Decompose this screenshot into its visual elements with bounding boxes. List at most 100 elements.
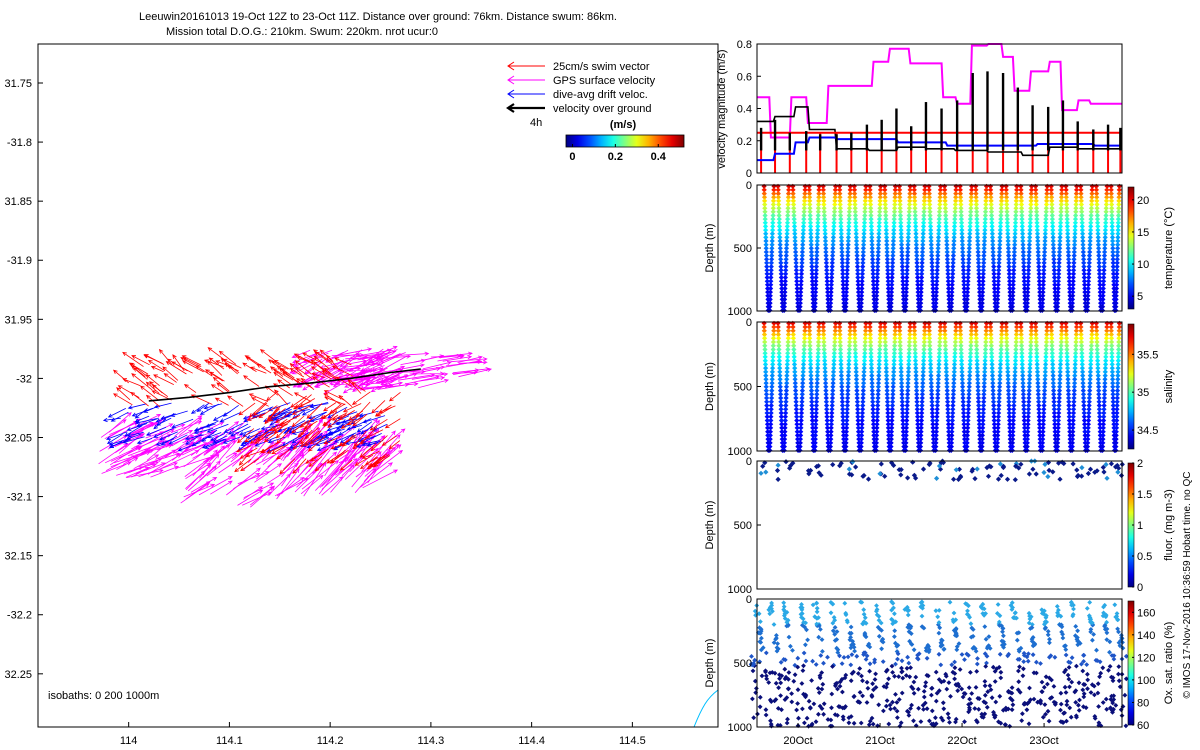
profile-point bbox=[861, 231, 867, 237]
profile-point bbox=[869, 245, 875, 251]
quiver-arrow bbox=[304, 427, 320, 440]
profile-point bbox=[870, 278, 876, 284]
profile-point bbox=[1059, 187, 1065, 193]
profile-point bbox=[840, 267, 846, 273]
profile-point bbox=[838, 216, 844, 222]
profile-point bbox=[782, 296, 788, 302]
profile-point bbox=[1021, 282, 1028, 288]
profile-point bbox=[1065, 242, 1071, 248]
profile-point bbox=[949, 285, 955, 292]
profile-point bbox=[886, 293, 892, 299]
profile-point bbox=[988, 187, 994, 193]
profile-point bbox=[790, 187, 796, 193]
profile-point bbox=[983, 201, 989, 208]
profile-point bbox=[1055, 278, 1061, 284]
quiver-arrow bbox=[269, 418, 288, 431]
profile-point bbox=[1035, 253, 1041, 259]
profile-point bbox=[981, 242, 987, 248]
quiver-arrow bbox=[311, 372, 325, 379]
profile-point bbox=[860, 256, 866, 262]
profile-point bbox=[977, 289, 983, 295]
profile-point bbox=[1026, 253, 1032, 259]
profile-point bbox=[988, 198, 994, 204]
profile-point bbox=[783, 267, 789, 273]
profile-point bbox=[1043, 201, 1050, 208]
profile-point bbox=[960, 253, 966, 259]
colorbar-tick-label: 0.4 bbox=[651, 151, 667, 163]
profile-point bbox=[785, 205, 791, 211]
profile-point bbox=[1021, 274, 1027, 281]
profile-point bbox=[930, 293, 936, 299]
profile-point bbox=[973, 191, 979, 197]
quiver-arrow bbox=[326, 354, 340, 371]
profile-point bbox=[1006, 264, 1012, 270]
profile-point bbox=[922, 194, 928, 200]
credit-text: © IMOS 17-Nov-2016 10:36:59 Hobart time.… bbox=[1182, 472, 1193, 699]
velocity-panel: 00.20.40.60.8 velocity magnitude (m/s) bbox=[716, 39, 1123, 180]
profile-point bbox=[975, 242, 981, 248]
profile-point bbox=[1020, 242, 1026, 248]
quiver-arrow bbox=[207, 347, 227, 362]
profile-point bbox=[874, 293, 880, 299]
quiver-arrow bbox=[242, 491, 273, 506]
profile-point bbox=[1070, 278, 1076, 284]
profile-point bbox=[839, 253, 845, 259]
profile-point bbox=[1025, 293, 1031, 299]
profile-point bbox=[922, 191, 928, 197]
profile-point bbox=[950, 256, 956, 262]
profile-point bbox=[968, 191, 974, 197]
profile-point bbox=[775, 191, 781, 197]
profile-point bbox=[991, 264, 997, 270]
profile-point bbox=[965, 264, 972, 270]
profile-point bbox=[884, 238, 890, 244]
profile-point bbox=[943, 220, 949, 226]
map-x-tick-label: 114.4 bbox=[518, 735, 545, 747]
profile-point bbox=[1034, 216, 1040, 222]
profile-point bbox=[967, 220, 973, 226]
profile-point bbox=[791, 216, 797, 222]
profile-point bbox=[996, 264, 1002, 270]
profile-point bbox=[768, 274, 774, 281]
profile-point bbox=[974, 231, 981, 237]
profile-point bbox=[980, 264, 987, 270]
profile-point bbox=[961, 282, 967, 288]
profile-point bbox=[814, 234, 820, 240]
profile-point bbox=[1012, 220, 1019, 226]
profile-point bbox=[1049, 198, 1055, 204]
profile-point bbox=[784, 234, 790, 240]
profile-point bbox=[979, 304, 985, 310]
map-y-tick-label: -31.8 bbox=[7, 137, 32, 149]
quiver-arrow bbox=[159, 431, 178, 441]
profile-point bbox=[783, 249, 789, 255]
quiver-arrow bbox=[116, 466, 144, 476]
profile-point bbox=[844, 264, 850, 270]
profile-point bbox=[903, 307, 909, 313]
profile-point bbox=[870, 282, 877, 288]
profile-point bbox=[783, 256, 789, 262]
profile-point bbox=[863, 187, 869, 193]
profile-point bbox=[983, 198, 989, 204]
profile-point bbox=[905, 238, 911, 244]
profile-point bbox=[1004, 223, 1011, 229]
profile-point bbox=[1050, 242, 1056, 248]
profile-point bbox=[890, 260, 896, 266]
profile-point bbox=[1072, 242, 1078, 248]
profile-point bbox=[904, 264, 910, 270]
profile-point bbox=[1056, 271, 1062, 277]
profile-point bbox=[966, 245, 972, 251]
profile-point bbox=[1004, 201, 1010, 208]
profile-point bbox=[816, 198, 822, 204]
profile-point bbox=[807, 216, 813, 222]
profile-point bbox=[791, 220, 797, 226]
profile-point bbox=[989, 216, 995, 222]
profile-point bbox=[794, 278, 800, 284]
profile-point bbox=[841, 293, 847, 299]
depth-tick-label: 0 bbox=[746, 317, 752, 329]
profile-point bbox=[1039, 304, 1045, 310]
profile-point bbox=[943, 212, 949, 219]
profile-point bbox=[892, 191, 898, 197]
quiver-arrow bbox=[292, 458, 307, 474]
profile-point bbox=[1020, 245, 1026, 251]
profile-point bbox=[982, 231, 988, 237]
profile-point bbox=[1066, 267, 1072, 273]
